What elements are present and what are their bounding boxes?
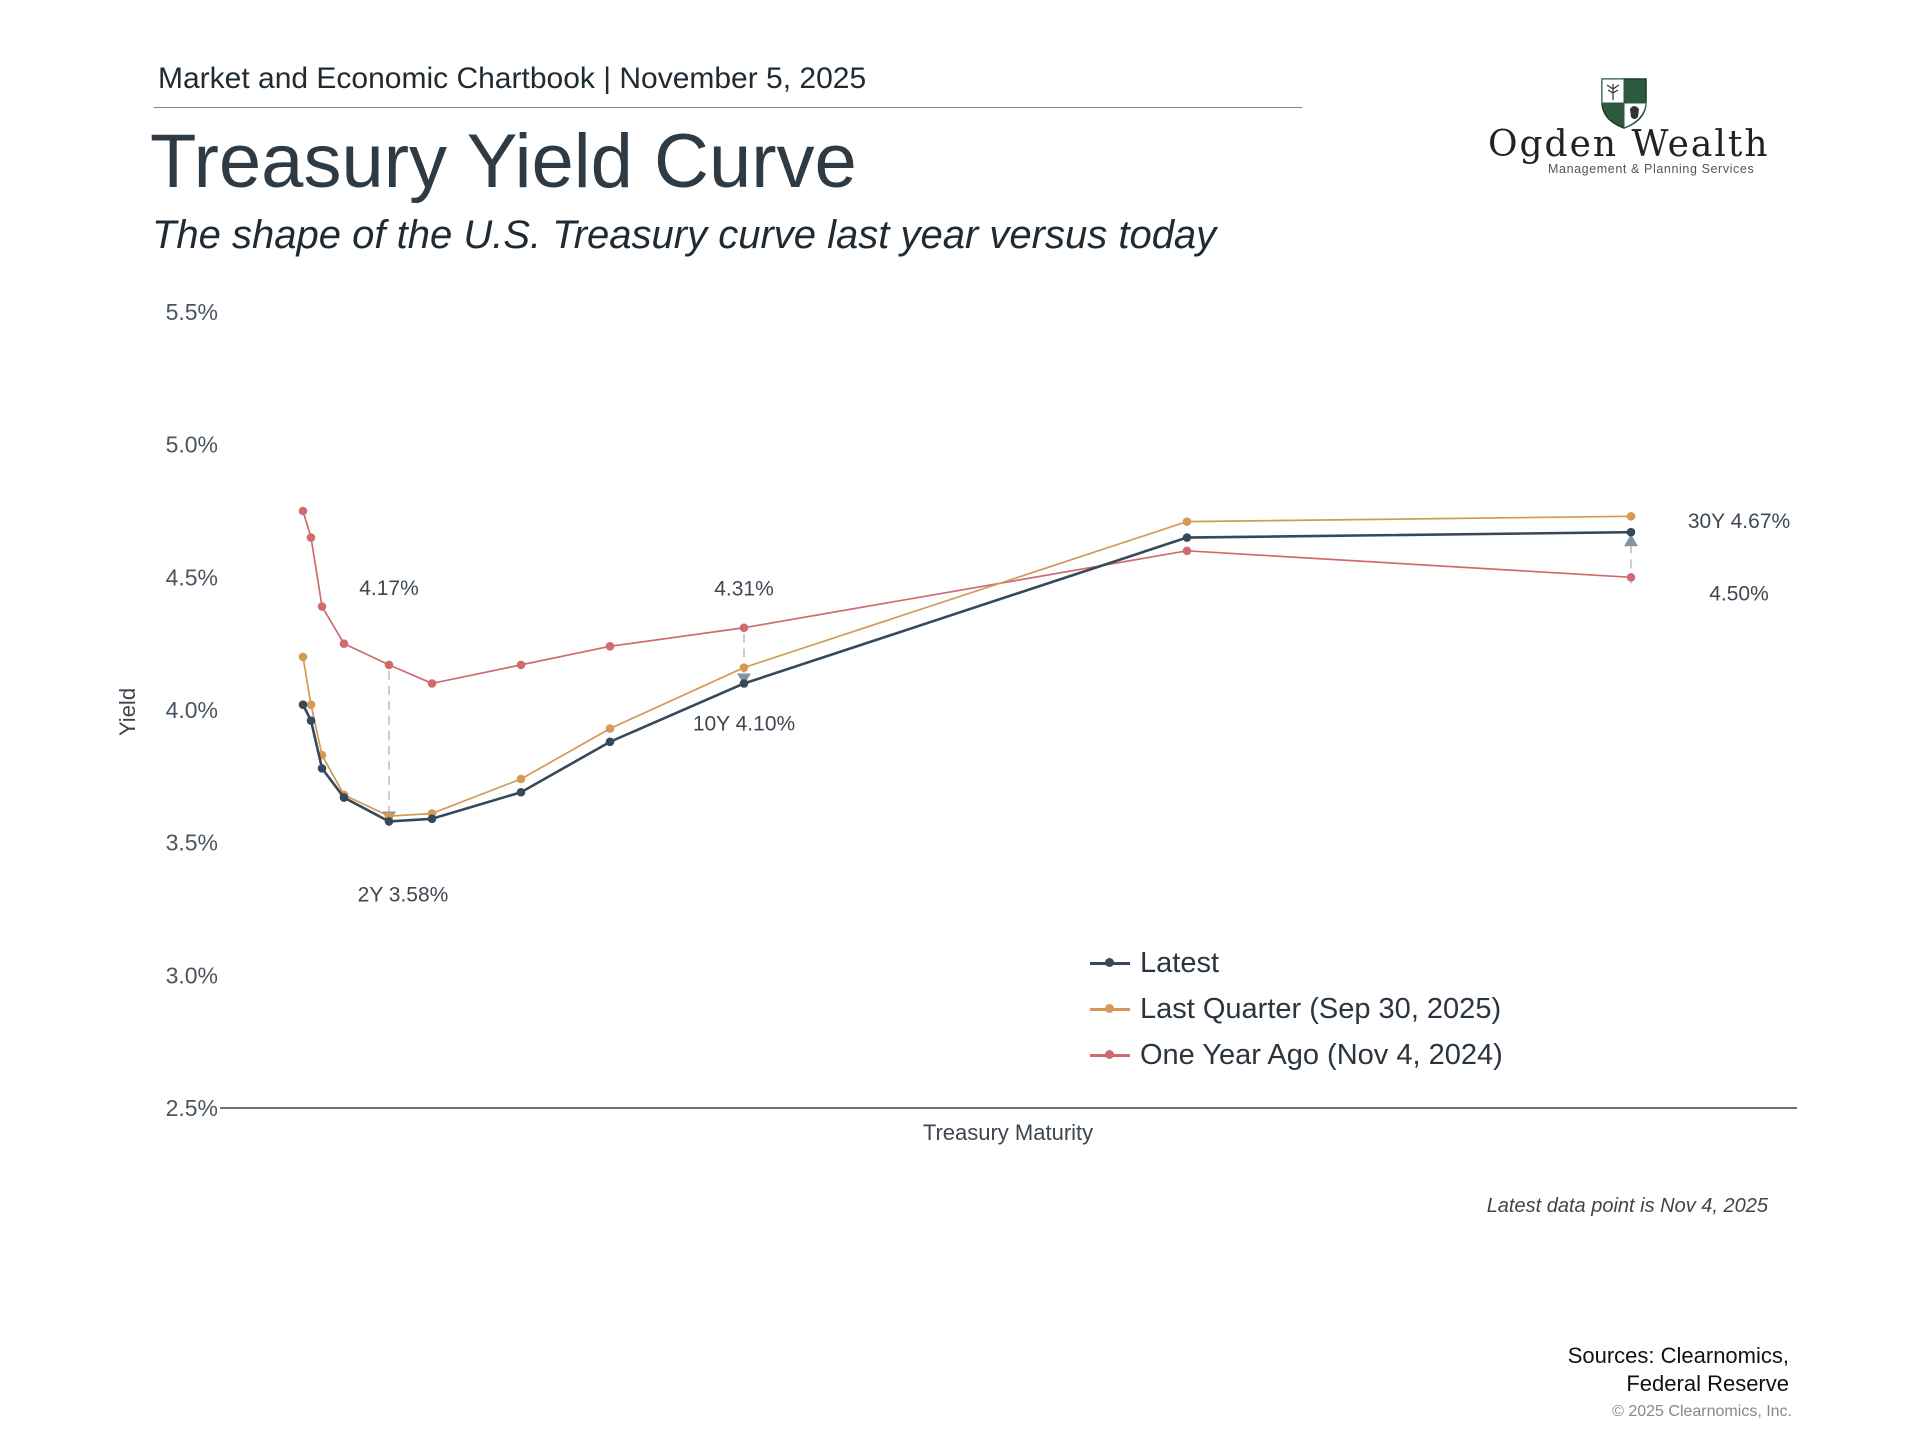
- annotation-label: 4.50%: [1709, 582, 1769, 605]
- legend-item-one-year-ago: One Year Ago (Nov 4, 2024): [1088, 1032, 1503, 1078]
- data-point: [317, 602, 327, 611]
- data-point: [298, 700, 308, 709]
- data-point: [306, 716, 316, 725]
- logo-tagline: Management & Planning Services: [1548, 162, 1755, 176]
- data-point: [427, 679, 437, 688]
- data-point: [739, 623, 749, 633]
- data-point: [516, 660, 526, 670]
- legend-label: Last Quarter (Sep 30, 2025): [1140, 992, 1502, 1025]
- logo-name: Ogden Wealth: [1488, 124, 1770, 165]
- y-tick-label: 5.0%: [166, 432, 218, 458]
- series-line-1: [302, 515, 1632, 817]
- y-tick-label: 2.5%: [166, 1095, 218, 1121]
- header-divider: [154, 107, 1302, 108]
- annotations: 4.17% 2Y 3.58% 4.31% 10Y 4.10% 30Y 4.67% 4.50…: [358, 510, 1791, 906]
- page-subtitle: The shape of the U.S. Treasury curve las…: [152, 213, 1217, 257]
- change-arrow-icon: [737, 673, 751, 685]
- sources: Sources: Clearnomics, Federal Reserve: [1568, 1342, 1789, 1398]
- change-arrow-icon: [1624, 534, 1638, 547]
- data-point: [516, 774, 526, 784]
- legend-label: One Year Ago (Nov 4, 2024): [1140, 1038, 1503, 1071]
- data-point: [384, 817, 394, 826]
- annotation-label: 30Y 4.67%: [1688, 510, 1790, 533]
- legend-swatch-one-year-ago: [1088, 1045, 1132, 1065]
- axes: 2.5% 3.0% 3.5% 4.0% 4.5% 5.0% 5.5% Treasury Mat…: [115, 299, 1797, 1145]
- data-point: [384, 660, 394, 670]
- annotation-label: 2Y 3.58%: [358, 883, 449, 906]
- series-line-0: [301, 530, 1632, 823]
- data-point: [605, 642, 615, 651]
- y-tick-label: 4.5%: [166, 564, 218, 590]
- legend-item-last-quarter: Last Quarter (Sep 30, 2025): [1088, 986, 1503, 1032]
- annotation-label: 4.31%: [714, 578, 774, 601]
- change-guides: [382, 534, 1638, 823]
- data-point: [306, 533, 316, 542]
- y-axis-label: Yield: [115, 688, 140, 736]
- data-point: [1626, 512, 1636, 521]
- copyright: © 2025 Clearnomics, Inc.: [1612, 1403, 1792, 1420]
- data-point: [317, 764, 327, 773]
- legend-swatch-latest: [1088, 953, 1132, 973]
- data-point: [298, 652, 308, 662]
- data-point: [339, 793, 349, 802]
- data-point: [1182, 517, 1192, 526]
- sources-line-2: Federal Reserve: [1626, 1371, 1789, 1396]
- annotation-label: 4.17%: [359, 577, 419, 600]
- chartbook-header: Market and Economic Chartbook | November…: [158, 62, 867, 95]
- chart-legend: Latest Last Quarter (Sep 30, 2025) One Y…: [1088, 940, 1503, 1078]
- y-tick-label: 4.0%: [166, 697, 218, 723]
- data-point: [306, 700, 316, 709]
- legend-swatch-last-quarter: [1088, 999, 1132, 1019]
- data-point: [739, 679, 749, 688]
- data-point: [1626, 527, 1636, 537]
- ogden-wealth-logo: [1601, 78, 1647, 129]
- data-point: [1626, 573, 1636, 582]
- sources-line-1: Sources: Clearnomics,: [1567, 1343, 1789, 1368]
- data-point: [605, 737, 615, 747]
- x-axis-label: Treasury Maturity: [923, 1120, 1093, 1145]
- legend-item-latest: Latest: [1088, 940, 1503, 986]
- series: [298, 506, 1636, 826]
- legend-label: Latest: [1140, 946, 1219, 979]
- data-point: [427, 814, 437, 824]
- data-point: [605, 724, 615, 733]
- data-note: Latest data point is Nov 4, 2025: [1486, 1195, 1768, 1217]
- data-point: [739, 663, 749, 672]
- series-line-2: [302, 510, 1632, 685]
- data-point: [298, 506, 308, 516]
- data-point: [339, 639, 349, 648]
- data-point: [1182, 533, 1192, 542]
- y-tick-label: 5.5%: [166, 299, 218, 325]
- y-tick-label: 3.0%: [166, 962, 218, 988]
- data-point: [1182, 546, 1192, 556]
- data-point: [516, 787, 526, 797]
- page-title: Treasury Yield Curve: [150, 119, 857, 204]
- shield-icon: [1601, 78, 1647, 129]
- annotation-label: 10Y 4.10%: [693, 712, 795, 735]
- y-tick-label: 3.5%: [166, 830, 218, 856]
